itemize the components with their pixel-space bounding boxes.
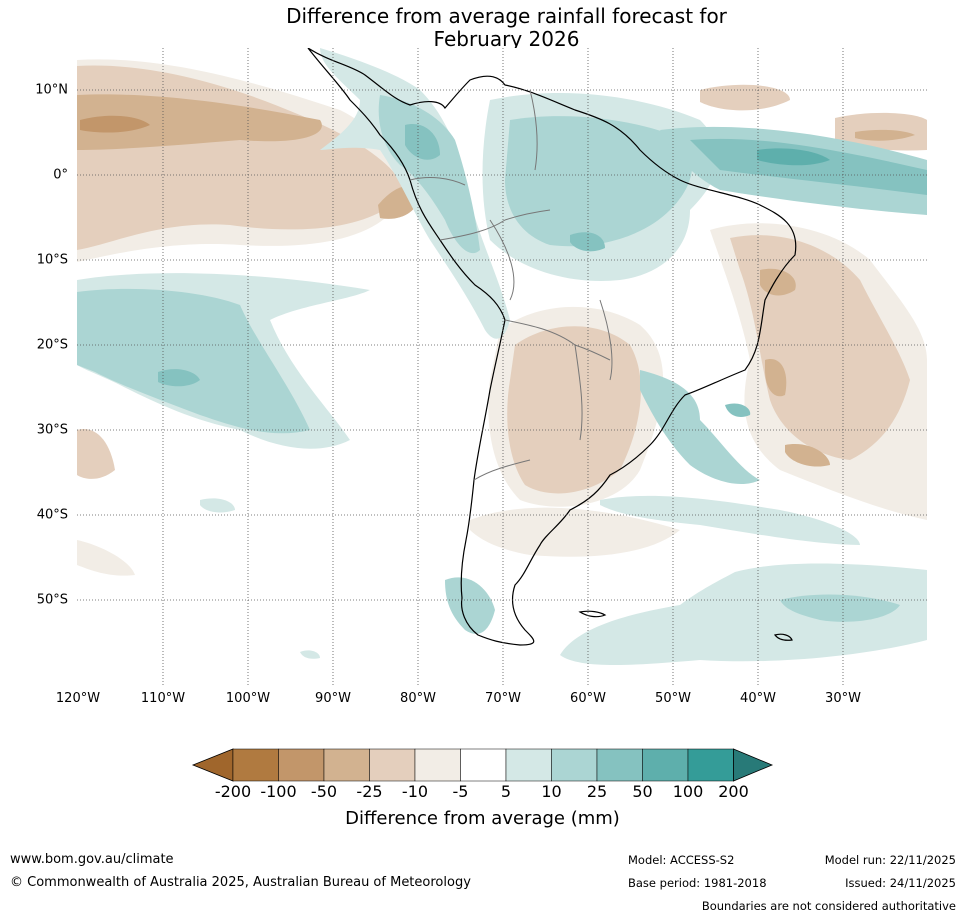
wet-anomaly-regions — [77, 48, 927, 665]
dry-anomaly-regions — [77, 59, 927, 576]
colorbar-cell-9 — [596, 748, 643, 782]
lat-label-0: 0° — [53, 167, 68, 183]
lon-label-110w: 110°W — [140, 691, 186, 706]
colorbar-cell-1 — [232, 748, 279, 782]
country-borders — [409, 89, 613, 481]
colorbar-cell-7 — [505, 748, 552, 782]
colorbar-cell-3 — [323, 748, 370, 782]
lon-label-120w: 120°W — [55, 691, 101, 706]
base-period: Base period: 1981-2018 — [628, 876, 767, 890]
coastlines — [307, 48, 797, 646]
colorbar-cell-10 — [642, 748, 689, 782]
copyright: © Commonwealth of Australia 2025, Austra… — [10, 875, 471, 890]
bom-url: www.bom.gov.au/climate — [10, 852, 174, 867]
graticule — [77, 48, 927, 686]
colorbar-tick-10: 100 — [672, 782, 704, 801]
colorbar-tick-2: -50 — [310, 782, 338, 801]
lon-label-40w: 40°W — [740, 691, 776, 706]
colorbar-cell-5 — [414, 748, 461, 782]
colorbar-cell-2 — [278, 748, 325, 782]
colorbar-tick-3: -25 — [356, 782, 383, 801]
map-title-line2: February 2026 — [433, 27, 580, 51]
colorbar-cell-4 — [369, 748, 416, 782]
lat-label-40s: 40°S — [36, 507, 68, 523]
colorbar-tick-4: -10 — [401, 782, 429, 801]
lat-label-50s: 50°S — [36, 592, 68, 608]
colorbar-cell-6 — [460, 748, 507, 782]
colorbar-tick-0: -200 — [214, 782, 252, 801]
colorbar — [191, 748, 774, 782]
lat-label-10s: 10°S — [36, 252, 68, 268]
lon-label-30w: 30°W — [825, 691, 861, 706]
colorbar-extend-low — [191, 748, 234, 782]
colorbar-tick-6: 5 — [500, 782, 512, 801]
colorbar-tick-5: -5 — [452, 782, 469, 801]
colorbar-tick-9: 50 — [632, 782, 653, 801]
lon-label-100w: 100°W — [225, 691, 271, 706]
issued-date: Issued: 24/11/2025 — [845, 876, 956, 890]
lat-label-10n: 10°N — [35, 82, 68, 98]
colorbar-label: Difference from average (mm) — [345, 808, 620, 829]
colorbar-tick-8: 25 — [586, 782, 608, 801]
colorbar-extend-high — [733, 748, 774, 782]
lat-label-30s: 30°S — [36, 422, 68, 438]
lon-label-60w: 60°W — [570, 691, 606, 706]
map-title-line1: Difference from average rainfall forecas… — [286, 4, 727, 28]
lon-label-80w: 80°W — [400, 691, 436, 706]
lon-label-70w: 70°W — [485, 691, 521, 706]
lon-label-90w: 90°W — [315, 691, 351, 706]
model-info: Model: ACCESS-S2 — [628, 853, 735, 867]
colorbar-cell-11 — [687, 748, 734, 782]
colorbar-tick-11: 200 — [718, 782, 749, 801]
lon-label-50w: 50°W — [655, 691, 691, 706]
lat-label-20s: 20°S — [36, 337, 68, 353]
colorbar-cell-8 — [551, 748, 598, 782]
colorbar-tick-1: -100 — [260, 782, 297, 801]
boundaries-disclaimer: Boundaries are not considered authoritat… — [701, 899, 956, 913]
model-run: Model run: 22/11/2025 — [824, 853, 956, 867]
colorbar-tick-7: 10 — [541, 782, 562, 801]
